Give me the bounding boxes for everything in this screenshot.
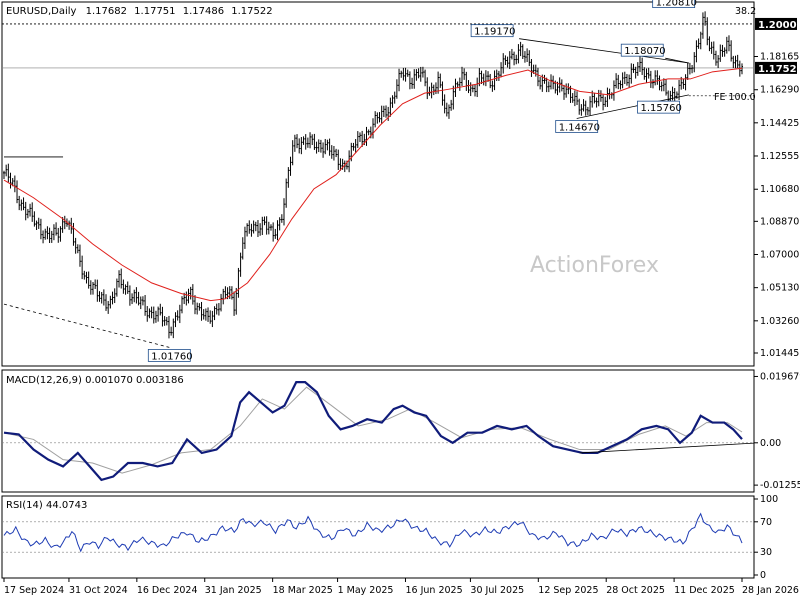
price-y-tick-label: 1.08870 [760,216,799,227]
x-tick-label: 16 Dec 2024 [137,585,198,596]
price-label-box [620,43,664,57]
x-tick-label: 31 Oct 2024 [69,585,128,596]
macd-y-tick-label: -0.012552 [760,480,800,491]
triangle-lower-line [576,94,689,119]
macd-y-tick-label: 0.00 [760,438,781,449]
macd-main-line [3,381,743,482]
price-y-tick-label: 1.01445 [760,348,799,359]
ohlc-high: 1.17751 [134,6,175,17]
x-tick-label: 28 Jan 2026 [742,585,799,596]
macd-layer [2,381,755,482]
price-label-text: 1.15760 [640,103,681,114]
price-layer: 1.01760 1.19170 1.18070 1.14670 1.15760 1.208… [2,0,756,362]
moving-average-line [3,67,743,302]
price-label-text: 1.20810 [656,0,697,9]
ohlc-low: 1.17486 [183,6,224,17]
price-label-box [637,100,680,114]
triangle-apex-line [665,57,689,64]
price-label-text: 1.01760 [151,351,192,362]
last-price-tag-text: 1.17522 [758,64,800,75]
price-label-text: 1.14670 [559,122,600,133]
level-tag-bg [755,17,797,30]
x-tick-label: 31 Jan 2025 [205,585,262,596]
price-y-tick-label: 1.10680 [760,184,799,195]
ohlc-close: 1.17522 [231,6,272,17]
x-tick-label: 30 Jul 2025 [470,585,524,596]
fib-label: FE 100.0 [714,92,756,103]
rsi-line [3,512,743,553]
x-tick-label: 28 Oct 2025 [606,585,665,596]
rsi-layer [2,512,754,553]
level-tag-text: 1.20000 [758,20,800,31]
price-label-text: 1.18070 [624,46,665,57]
x-tick-label: 17 Sep 2024 [4,585,64,596]
rsi-y-tick-label: 100 [760,494,778,505]
rsi-title: RSI(14) 44.0743 [6,500,87,511]
macd-trend-line [579,442,755,454]
x-tick-label: 11 Dec 2025 [674,585,735,596]
rsi-y-tick-label: 0 [760,570,766,581]
macd-y-tick-label: 0.019679 [760,371,800,382]
ohlc-open: 1.17682 [86,6,127,17]
price-label-box [470,24,514,38]
x-tick-label: 16 Jun 2025 [405,585,462,596]
price-label-text: 1.19170 [474,27,515,38]
price-chart-title: EURUSD,Daily 1.17682 1.17751 1.17486 1.1… [6,6,273,17]
price-y-tick-label: 1.05130 [760,283,799,294]
triangle-upper-line [519,38,689,64]
price-label-box [652,0,696,8]
x-tick-label: 1 May 2025 [338,585,394,596]
price-y-tick-label: 1.18165 [760,51,799,62]
rsi-y-tick-label: 70 [760,517,772,528]
price-y-tick-label: 1.12555 [760,151,799,162]
macd-signal-line [3,386,743,474]
rsi-panel-frame [1,495,755,579]
x-tick-label: 18 Mar 2025 [273,585,333,596]
rsi-y-tick-label: 30 [760,547,772,558]
fib-label: 38.2 [735,6,756,17]
axis-layer: 1.18165 1.16290 1.14425 1.12555 1.10680 1.088… [3,17,800,596]
macd-title: MACD(12,26,9) 0.001070 0.003186 [6,375,184,386]
macd-panel-frame [1,369,755,493]
last-price-tag-bg [755,61,797,74]
support-line-dashed [3,303,170,348]
price-y-tick-label: 1.07000 [760,249,799,260]
price-y-tick-label: 1.14425 [760,118,799,129]
watermark: ActionForex [530,253,659,278]
price-label-box [147,349,191,362]
price-y-tick-label: 1.03260 [760,316,799,327]
x-tick-label: 12 Sep 2025 [538,585,598,596]
price-label-box [555,120,599,133]
price-panel-frame [1,1,755,367]
price-y-tick-label: 1.16290 [760,85,799,96]
symbol-timeframe: EURUSD,Daily [6,6,77,17]
